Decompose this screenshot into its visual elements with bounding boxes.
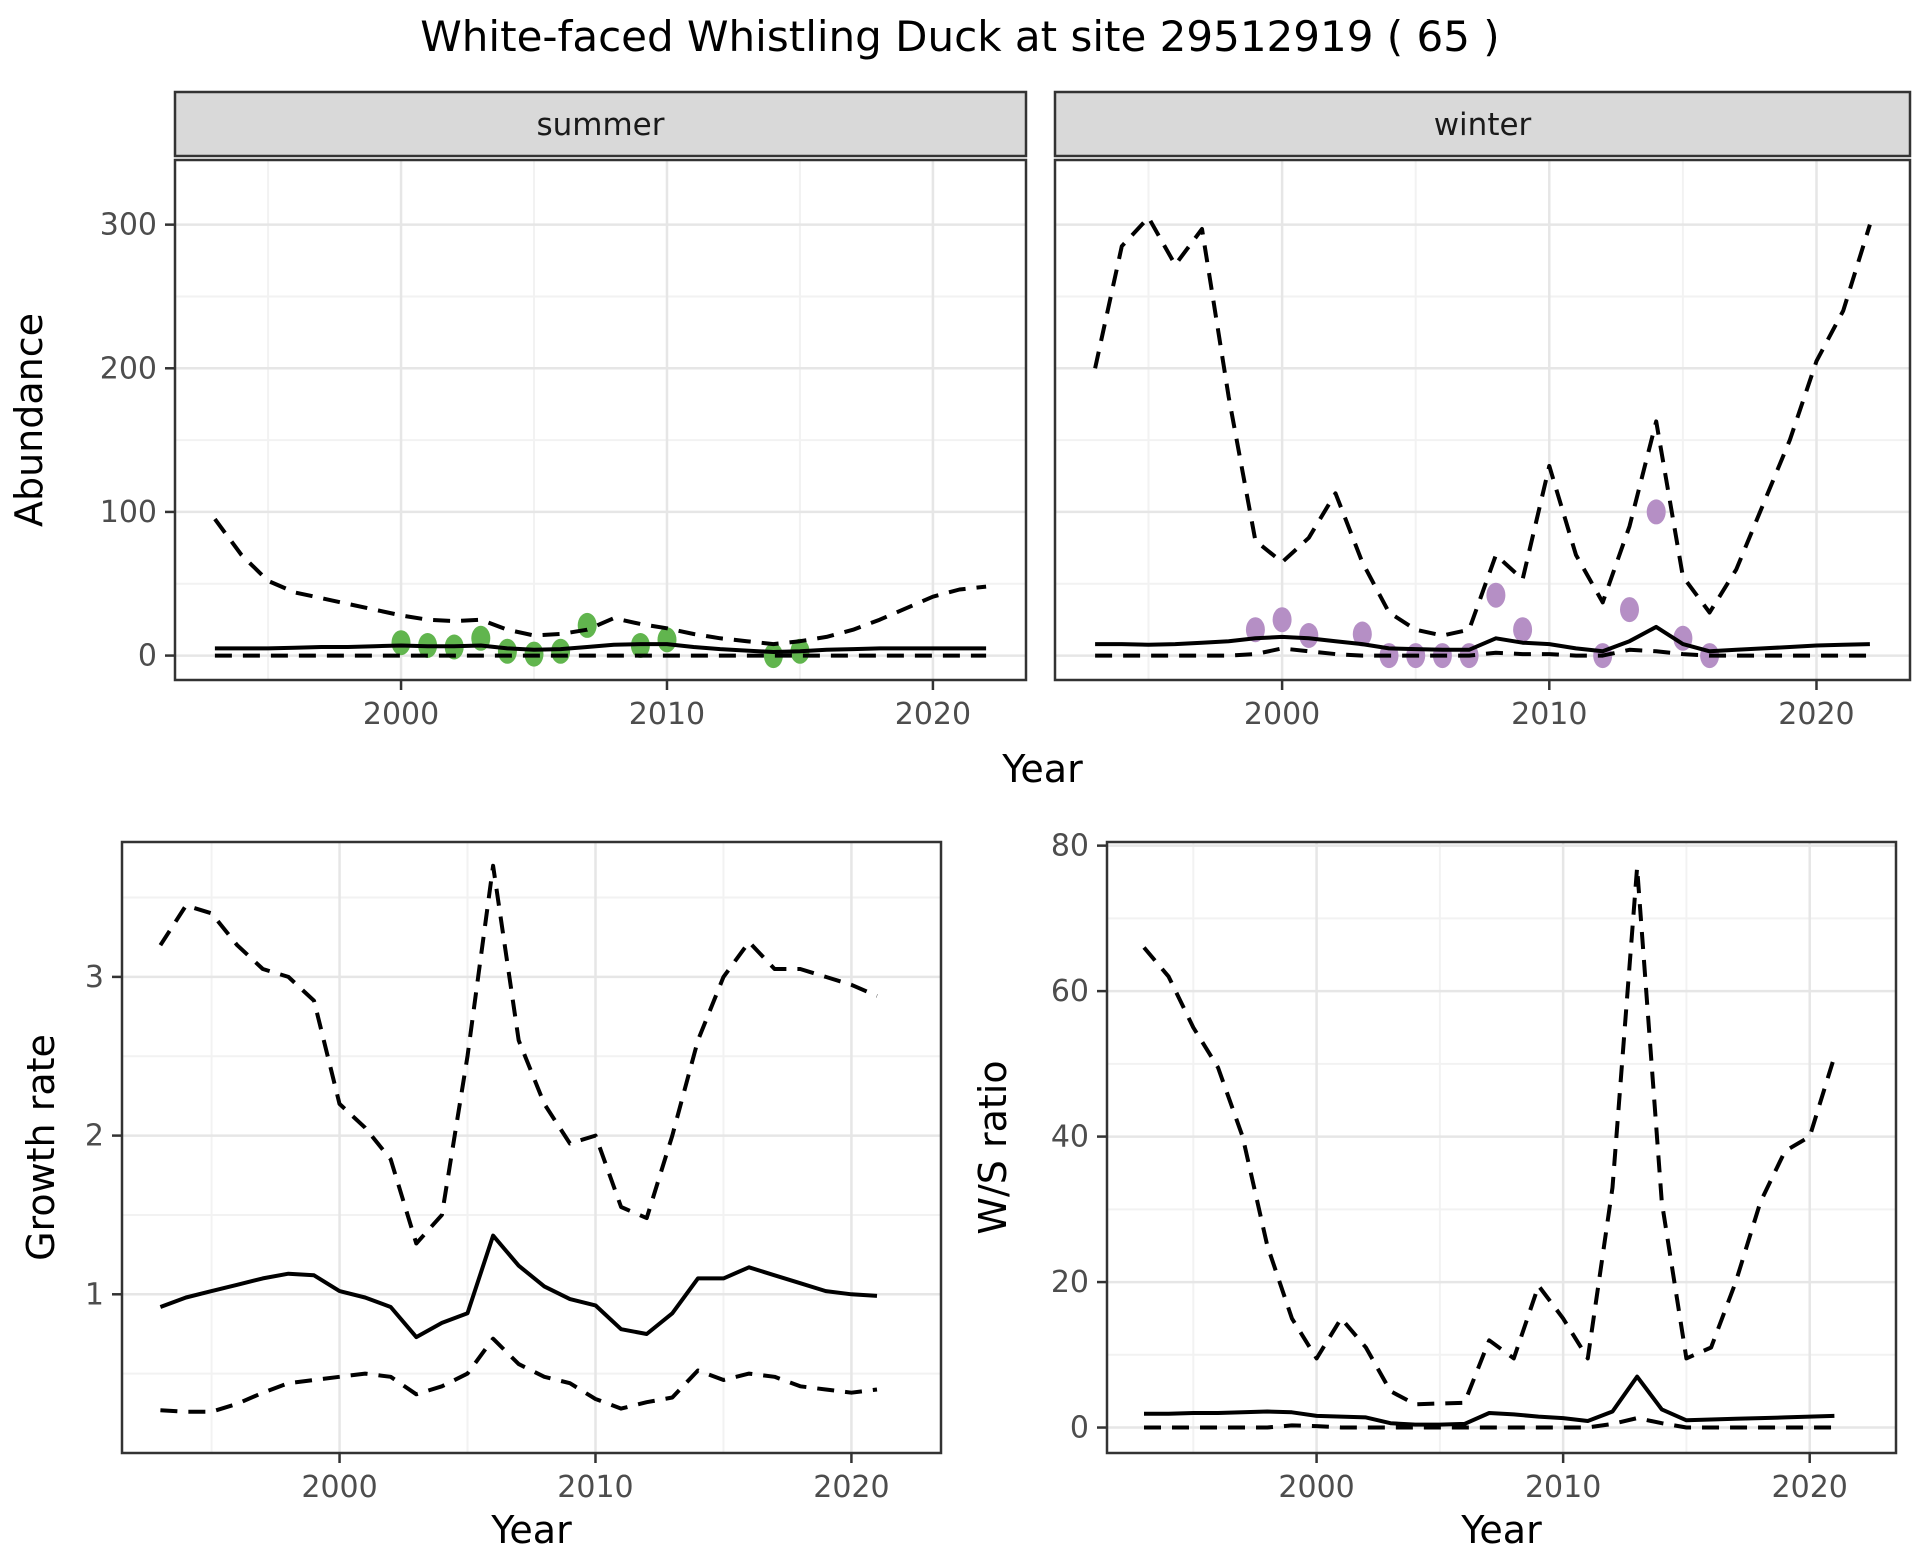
y-tick-label: 200 [100, 351, 157, 386]
ci-upper-line [158, 863, 878, 1246]
y-axis-title-growth-rate: Growth rate [19, 1034, 63, 1261]
x-tick-label: 2000 [363, 697, 439, 732]
y-tick-label: 3 [85, 960, 104, 995]
y-axis-title-abundance: Abundance [7, 313, 51, 527]
y-tick-label: 0 [138, 639, 157, 674]
x-tick-label: 2000 [1278, 1470, 1354, 1505]
facet-strip-label: winter [1434, 107, 1532, 143]
x-tick-label: 2020 [1778, 697, 1854, 732]
facet-strip [173, 90, 1028, 158]
x-tick-label: 2010 [629, 697, 705, 732]
ci-lower-line [1095, 646, 1870, 658]
panel-border [1105, 840, 1898, 1455]
x-tick-label: 2000 [301, 1470, 377, 1505]
obs-point [1299, 623, 1319, 648]
ci-upper-line [1093, 215, 1872, 638]
y-tick-label: 300 [100, 208, 157, 243]
obs-point [391, 630, 411, 656]
obs-point [1352, 621, 1372, 647]
obs-point [497, 638, 517, 664]
panel-background [1055, 160, 1910, 680]
panel-border [1053, 158, 1912, 682]
y-tick-label: 0 [1070, 1411, 1089, 1446]
ci-upper-line [1142, 865, 1837, 1407]
obs-point [1646, 499, 1666, 525]
ci-lower-line [160, 1336, 878, 1414]
obs-point [1245, 617, 1265, 643]
ci-lower-line [1144, 1416, 1835, 1430]
x-tick-label: 2010 [1511, 697, 1587, 732]
median-line [1095, 624, 1870, 654]
facet-strip-label: summer [536, 107, 664, 143]
panel-growth-rate: 2000 2010 2020 1 2 3 [85, 840, 943, 1505]
panel-ws-ratio: 2000 2010 2020 0 20 40 60 80 [1051, 829, 1898, 1505]
y-tick-label: 1 [85, 1277, 104, 1312]
y-axis-title-ws-ratio: W/S ratio [971, 1060, 1015, 1234]
page-title: White-faced Whistling Duck at site 29512… [420, 12, 1500, 61]
x-axis-title-year-growth: Year [490, 1508, 572, 1552]
panel-summer: 2000 2010 2020 0 100 200 300 summer [100, 90, 1028, 732]
y-tick-label: 60 [1051, 974, 1089, 1009]
obs-point [1486, 582, 1506, 608]
obs-point [1513, 617, 1533, 643]
x-tick-label: 2000 [1244, 697, 1320, 732]
y-tick-label: 80 [1051, 829, 1089, 864]
x-tick-label: 2010 [557, 1470, 633, 1505]
y-tick-label: 100 [100, 495, 157, 530]
median-line [159, 1233, 878, 1340]
obs-point [551, 638, 571, 664]
panel-border [173, 158, 1028, 682]
obs-point [763, 643, 783, 669]
obs-point [1272, 607, 1292, 633]
ci-upper-line [213, 517, 987, 647]
x-tick-label: 2010 [1525, 1470, 1601, 1505]
x-tick-label: 2020 [895, 697, 971, 732]
obs-point [657, 627, 677, 653]
panel-background [122, 842, 941, 1453]
x-tick-label: 2020 [813, 1470, 889, 1505]
y-tick-label: 40 [1051, 1120, 1089, 1155]
panel-background [1107, 842, 1896, 1453]
y-tick-label: 20 [1051, 1265, 1089, 1300]
obs-point [577, 612, 597, 638]
x-axis-title-year-top: Year [1001, 747, 1083, 791]
median-line [1144, 1374, 1835, 1427]
panel-background [175, 160, 1026, 680]
median-line [214, 642, 987, 654]
y-tick-label: 2 [85, 1119, 104, 1154]
x-axis-title-year-ws: Year [1460, 1508, 1542, 1552]
panel-border [120, 840, 943, 1455]
facet-strip [1053, 90, 1912, 158]
obs-point [1620, 597, 1639, 623]
x-tick-label: 2020 [1772, 1470, 1848, 1505]
panel-winter: 2000 2010 2020 winter [1053, 90, 1912, 732]
